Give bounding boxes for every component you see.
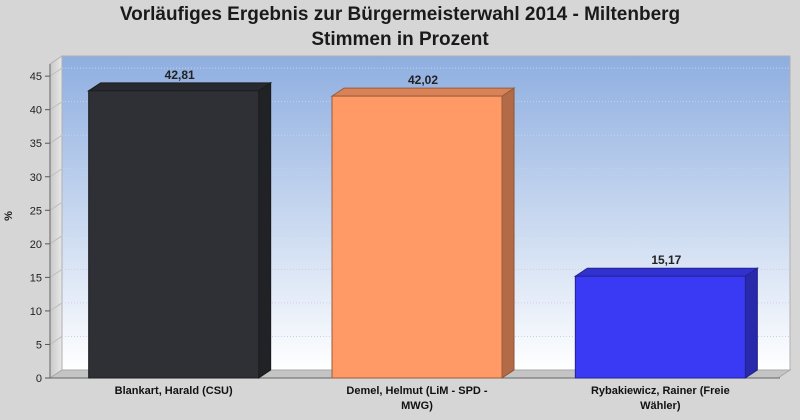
y-tick-label: 5 bbox=[36, 339, 42, 351]
gridline-wall bbox=[49, 302, 63, 312]
x-tick-label: Blankart, Harald (CSU) bbox=[115, 385, 233, 397]
data-label: 42,02 bbox=[408, 73, 438, 87]
chart-subtitle: Stimmen in Prozent bbox=[311, 29, 489, 50]
gridline-wall bbox=[49, 201, 63, 211]
bar bbox=[331, 95, 503, 379]
gridline-wall bbox=[49, 268, 63, 278]
data-label: 15,17 bbox=[651, 253, 681, 267]
gridline-wall bbox=[49, 235, 63, 245]
chart-title: Vorläufiges Ergebnis zur Bürgermeisterwa… bbox=[119, 4, 681, 25]
bar-top bbox=[330, 87, 516, 97]
y-tick-label: 0 bbox=[36, 373, 42, 385]
y-tick-label: 20 bbox=[30, 239, 42, 251]
y-tick-label: 45 bbox=[30, 71, 42, 83]
y-tick-label: 30 bbox=[30, 172, 42, 184]
y-tick-label: 35 bbox=[30, 138, 42, 150]
bar-top bbox=[573, 267, 759, 277]
y-tick-label: 40 bbox=[30, 105, 42, 117]
gridline-wall bbox=[49, 67, 63, 77]
bar-side bbox=[258, 81, 272, 379]
bar-side bbox=[501, 87, 515, 379]
gridline-wall bbox=[49, 101, 63, 111]
data-label: 42,81 bbox=[165, 68, 195, 82]
bar-side bbox=[744, 267, 758, 379]
y-tick-label: 10 bbox=[30, 306, 42, 318]
bar bbox=[88, 90, 260, 379]
y-tick-label: 15 bbox=[30, 272, 42, 284]
x-tick-label: MWG) bbox=[401, 400, 433, 412]
bar-top bbox=[87, 82, 273, 92]
x-tick-label: Wähler) bbox=[640, 400, 681, 412]
bar bbox=[574, 275, 746, 379]
y-tick-label: 25 bbox=[30, 205, 42, 217]
gridline-wall bbox=[49, 134, 63, 144]
plot-side-wall bbox=[49, 55, 63, 379]
gridline-wall bbox=[49, 336, 63, 345]
x-tick-label: Demel, Helmut (LiM - SPD - bbox=[346, 385, 488, 397]
x-tick-label: Rybakiewicz, Rainer (Freie bbox=[591, 385, 730, 397]
gridline-wall bbox=[49, 168, 63, 178]
